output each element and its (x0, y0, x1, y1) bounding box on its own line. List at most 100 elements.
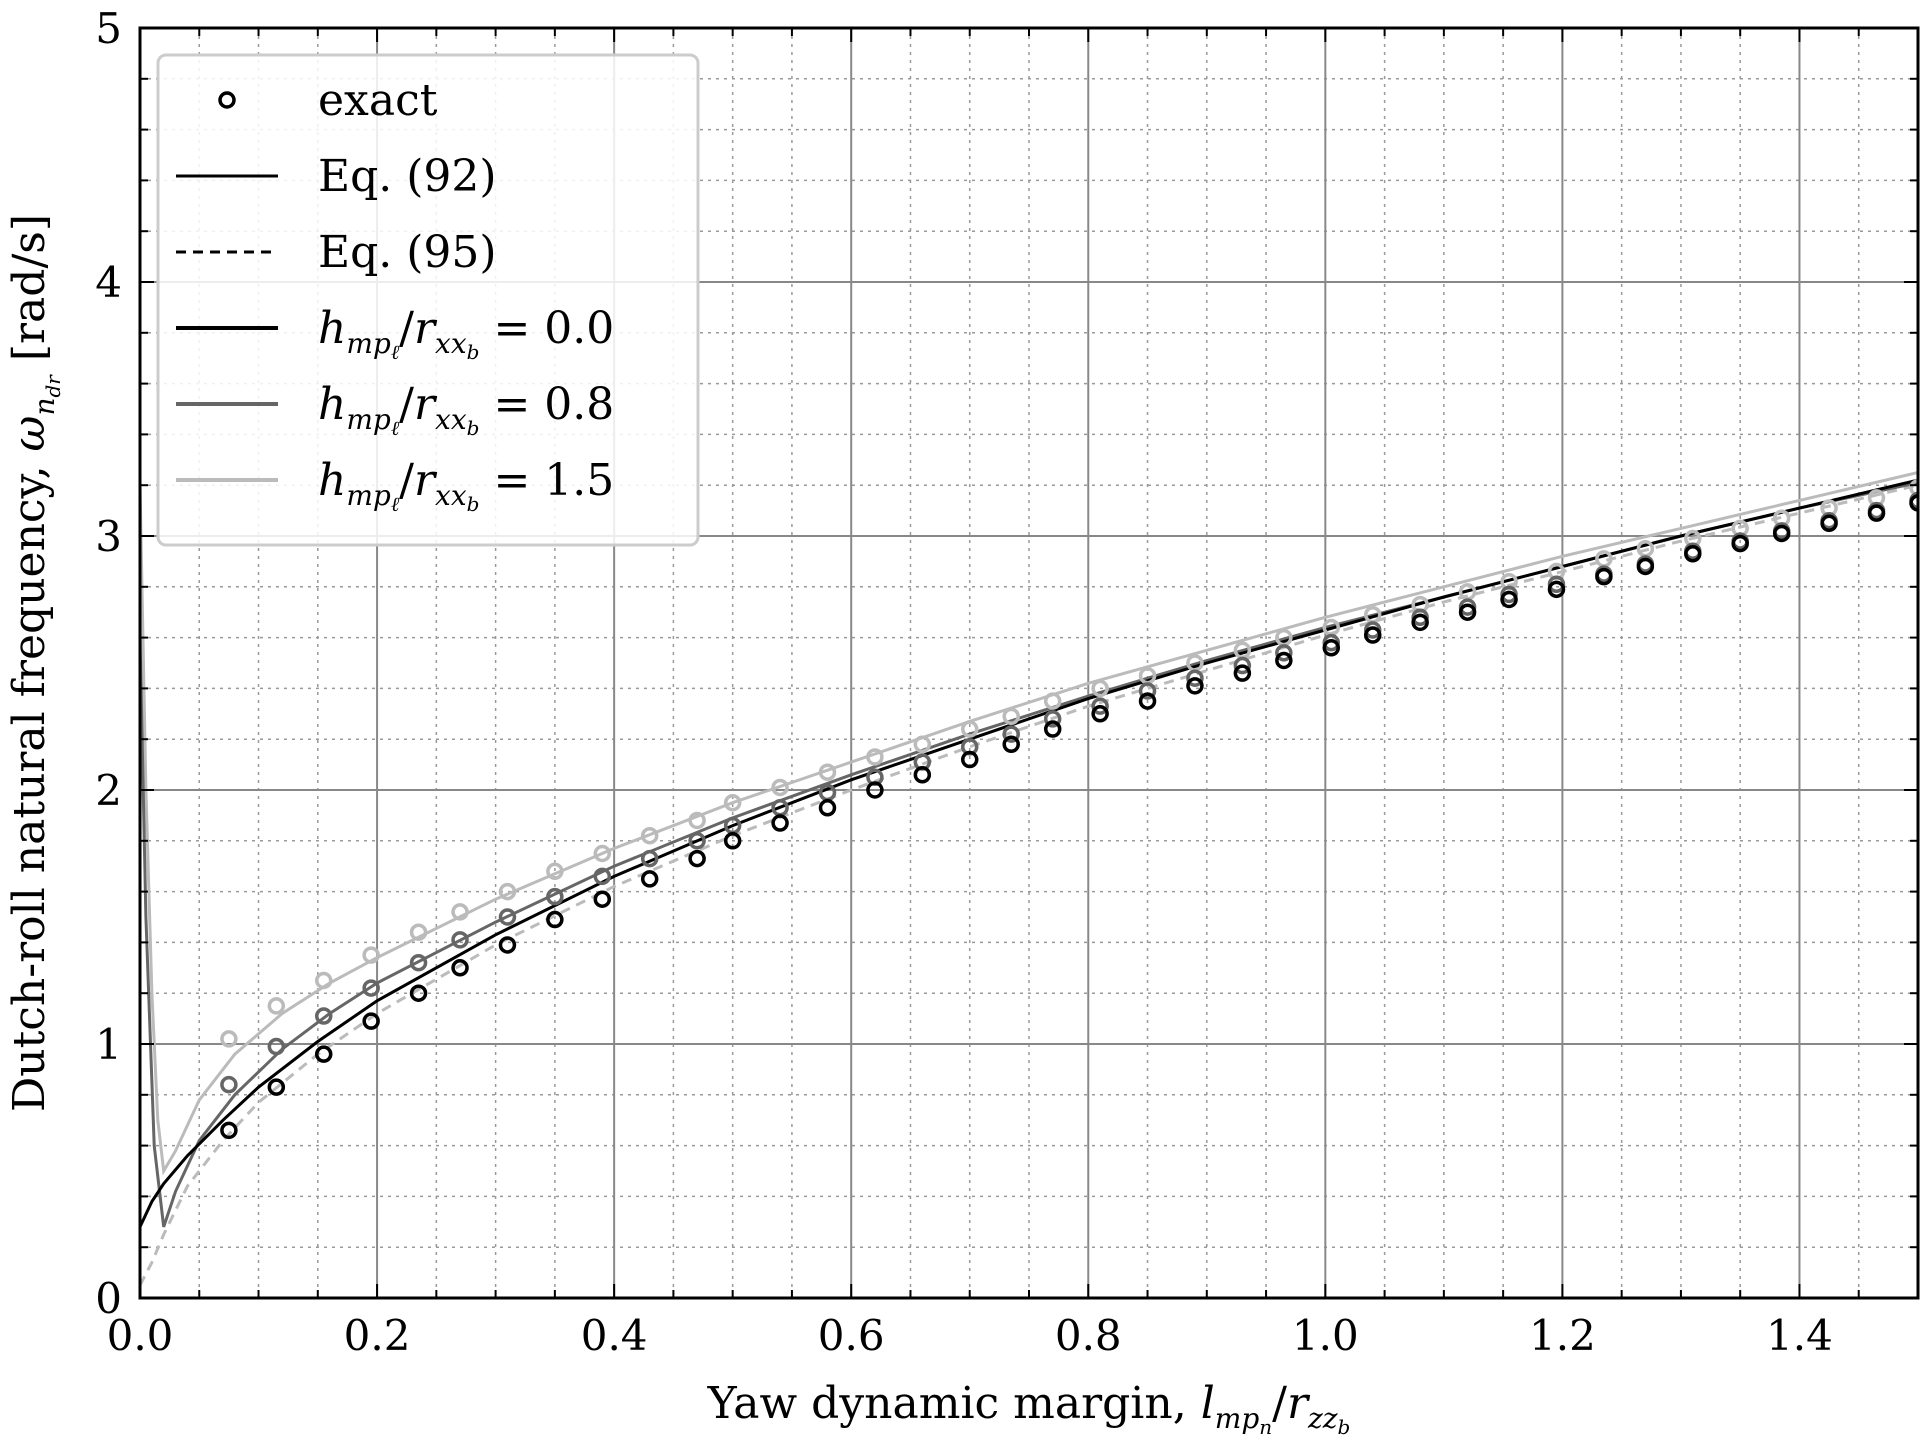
exact-point (593, 867, 612, 886)
exact-point (409, 984, 428, 1002)
series-line (140, 471, 1918, 1176)
exact-point (1500, 590, 1518, 609)
exact-point (818, 763, 837, 781)
exact-point (451, 959, 469, 977)
y-tick-label: 4 (95, 258, 122, 307)
legend-label-eq95: Eq. (95) (318, 227, 497, 278)
exact-point (1091, 679, 1109, 698)
x-axis-label: Yaw dynamic margin, lmpn/rzzb (707, 1378, 1351, 1439)
y-tick-label: 0 (95, 1274, 122, 1323)
exact-point (1363, 626, 1382, 644)
exact-point (1909, 478, 1918, 497)
exact-point (546, 862, 564, 881)
exact-point (960, 720, 979, 738)
exact-point (1595, 567, 1613, 586)
exact-point (1002, 707, 1020, 726)
exact-point (1731, 534, 1749, 553)
exact-point (1867, 504, 1886, 522)
exact-point (1002, 725, 1020, 743)
exact-point (1002, 735, 1020, 754)
exact-point (220, 1075, 238, 1094)
exact-point (451, 931, 469, 949)
legend: exact Eq. (92) Eq. (95) hmpℓ/rxxb = 0.0 hmpℓ… (156, 53, 700, 547)
exact-point (546, 910, 564, 929)
dashed-series-line (140, 483, 1918, 1286)
exact-point (960, 750, 979, 769)
exact-point (1547, 580, 1566, 599)
legend-box (156, 53, 700, 547)
exact-point (640, 849, 659, 868)
exact-point (362, 946, 380, 964)
exact-point (866, 781, 884, 799)
exact-point (267, 1037, 286, 1056)
exact-point (362, 979, 380, 997)
legend-label-param: hmpℓ/rxxb = 1.5 (318, 455, 614, 516)
exact-point (1043, 710, 1062, 728)
y-tick-label: 3 (95, 512, 122, 561)
plot-area (140, 471, 1918, 1286)
exact-point (1772, 524, 1791, 543)
y-axis-label: Dutch-roll natural frequency, ωndr [rad/… (4, 214, 65, 1112)
legend-label-param: hmpℓ/rxxb = 0.0 (318, 303, 614, 364)
exact-point (267, 1078, 286, 1096)
x-tick-label: 0.6 (818, 1311, 885, 1360)
x-tick-label: 1.2 (1529, 1311, 1596, 1360)
exact-point (1138, 682, 1157, 700)
x-tick-label: 0.2 (344, 1311, 411, 1360)
exact-point (771, 778, 789, 797)
exact-point (640, 870, 659, 888)
exact-point (913, 735, 932, 754)
exact-point (818, 799, 837, 817)
exact-point (498, 936, 517, 954)
exact-point (913, 766, 932, 784)
minor-grid (140, 28, 1919, 1298)
exact-point (1275, 644, 1293, 662)
legend-label-param: hmpℓ/rxxb = 0.8 (318, 379, 614, 440)
exact-point (314, 1045, 333, 1063)
exact-point (1233, 664, 1252, 682)
x-tick-label: 1.0 (1292, 1311, 1359, 1360)
exact-point (314, 1007, 333, 1025)
exact-point (1909, 494, 1918, 512)
exact-point (220, 1121, 238, 1140)
exact-point (1186, 677, 1204, 695)
series-group (140, 471, 1918, 1286)
exact-point (267, 997, 286, 1015)
exact-point (1684, 545, 1702, 563)
exact-point (1043, 720, 1062, 738)
exact-point (1138, 692, 1157, 710)
exact-point (593, 890, 612, 908)
x-tick-label: 0.0 (107, 1311, 174, 1360)
y-tick-label: 1 (95, 1020, 122, 1069)
series-line (140, 478, 1918, 1228)
exact-point (409, 923, 428, 941)
exact-point (409, 953, 428, 972)
tick-labels: 0.0 0.2 0.4 0.6 0.8 1.0 1.2 1.4 0 1 2 3 4 5 (95, 4, 1833, 1360)
exact-point (1091, 697, 1109, 715)
exact-point (1275, 651, 1293, 670)
exact-point (498, 882, 517, 901)
exact-point (1091, 705, 1109, 723)
legend-label-eq92: Eq. (92) (318, 151, 497, 202)
exact-point (723, 832, 742, 850)
x-tick-label: 0.8 (1055, 1311, 1122, 1360)
exact-point (593, 844, 612, 863)
exact-point (866, 748, 884, 766)
exact-point (498, 908, 517, 926)
exact-point (1636, 557, 1655, 576)
exact-point (1233, 656, 1252, 675)
x-tick-label: 1.4 (1766, 1311, 1833, 1360)
exact-point (723, 793, 742, 812)
legend-marker-exact (218, 91, 236, 109)
exact-point (314, 971, 333, 990)
x-tick-label: 0.4 (581, 1311, 648, 1360)
exact-point (688, 832, 706, 850)
y-tick-label: 5 (95, 4, 122, 53)
y-tick-label: 2 (95, 766, 122, 815)
legend-label-exact: exact (318, 75, 438, 126)
exact-point (1186, 669, 1204, 687)
exact-point (546, 887, 564, 906)
exact-point (362, 1012, 380, 1030)
exact-point (1043, 692, 1062, 710)
